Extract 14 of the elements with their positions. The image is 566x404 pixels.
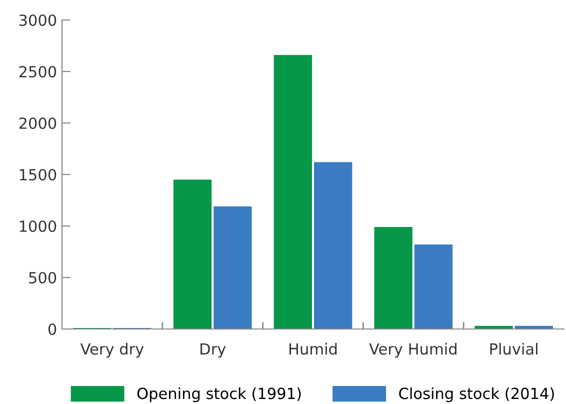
legend-label: Closing stock (2014) (399, 387, 554, 402)
legend-label: Opening stock (1991) (137, 387, 301, 402)
y-tick-label: 1500 (20, 168, 56, 181)
y-tick-label: 0 (48, 323, 56, 336)
y-tick-label: 2500 (19, 66, 56, 78)
y-tick-label: 500 (29, 272, 56, 284)
y-tick-label: 3000 (19, 14, 56, 26)
x-tick-label: Very Humid (369, 342, 456, 358)
y-tick-label: 1000 (20, 220, 56, 232)
y-tick-label: 2000 (19, 117, 56, 130)
x-tick-label: Dry (200, 343, 226, 358)
x-tick-label: Very dry (80, 342, 144, 358)
x-tick-label: Humid (290, 342, 337, 355)
x-tick-label: Pluvial (490, 342, 538, 355)
